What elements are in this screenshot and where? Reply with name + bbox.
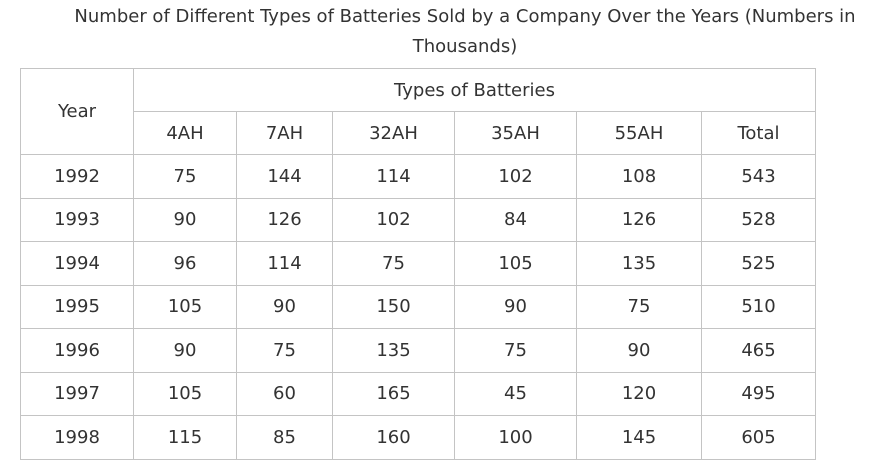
year-cell: 1993 — [20, 197, 134, 242]
chart-title-line-1: Number of Different Types of Batteries S… — [74, 6, 856, 27]
value-cell: 102 — [454, 154, 577, 199]
value-cell: 75 — [332, 241, 455, 286]
value-cell: 126 — [576, 197, 702, 242]
value-cell: 160 — [332, 415, 455, 460]
table-row: 1995 105 90 150 90 75 510 — [20, 284, 817, 329]
value-cell: 85 — [236, 415, 333, 460]
battery-sales-table: Year Types of Batteries 4AH 7AH 32AH 35A… — [20, 68, 817, 460]
year-column-header: Year — [20, 68, 134, 155]
chart-title-line-2: Thousands) — [412, 36, 518, 57]
year-cell: 1996 — [20, 328, 134, 373]
total-cell: 528 — [700, 197, 817, 242]
value-cell: 105 — [133, 284, 237, 329]
total-cell: 605 — [700, 415, 817, 460]
total-cell: 495 — [700, 371, 817, 416]
year-cell: 1994 — [20, 241, 134, 286]
column-header-total: Total — [700, 111, 817, 155]
table-row: 1996 90 75 135 75 90 465 — [20, 328, 817, 373]
value-cell: 75 — [133, 154, 237, 199]
year-cell: 1997 — [20, 371, 134, 416]
value-cell: 105 — [454, 241, 577, 286]
value-cell: 84 — [454, 197, 577, 242]
value-cell: 90 — [133, 197, 237, 242]
value-cell: 100 — [454, 415, 577, 460]
value-cell: 135 — [576, 241, 702, 286]
column-header-4ah: 4AH — [133, 111, 237, 155]
value-cell: 75 — [576, 284, 702, 329]
value-cell: 75 — [236, 328, 333, 373]
table-row: 1993 90 126 102 84 126 528 — [20, 197, 817, 242]
total-cell: 543 — [700, 154, 817, 199]
total-cell: 510 — [700, 284, 817, 329]
total-cell: 525 — [700, 241, 817, 286]
battery-types-group-header: Types of Batteries — [132, 68, 817, 112]
column-header-55ah: 55AH — [576, 111, 702, 155]
value-cell: 115 — [133, 415, 237, 460]
value-cell: 126 — [236, 197, 333, 242]
value-cell: 90 — [576, 328, 702, 373]
value-cell: 165 — [332, 371, 455, 416]
value-cell: 144 — [236, 154, 333, 199]
value-cell: 90 — [133, 328, 237, 373]
value-cell: 105 — [133, 371, 237, 416]
header-row-group: Year Types of Batteries — [20, 68, 817, 155]
value-cell: 96 — [133, 241, 237, 286]
table-row: 1992 75 144 114 102 108 543 — [20, 154, 817, 199]
year-cell: 1995 — [20, 284, 134, 329]
value-cell: 135 — [332, 328, 455, 373]
value-cell: 145 — [576, 415, 702, 460]
value-cell: 114 — [332, 154, 455, 199]
table-row: 1994 96 114 75 105 135 525 — [20, 241, 817, 286]
value-cell: 90 — [236, 284, 333, 329]
value-cell: 102 — [332, 197, 455, 242]
value-cell: 45 — [454, 371, 577, 416]
column-header-32ah: 32AH — [332, 111, 455, 155]
total-cell: 465 — [700, 328, 817, 373]
column-header-7ah: 7AH — [236, 111, 333, 155]
value-cell: 120 — [576, 371, 702, 416]
value-cell: 150 — [332, 284, 455, 329]
value-cell: 108 — [576, 154, 702, 199]
column-header-35ah: 35AH — [454, 111, 577, 155]
value-cell: 75 — [454, 328, 577, 373]
chart-title: Number of Different Types of Batteries S… — [40, 2, 890, 62]
year-cell: 1998 — [20, 415, 134, 460]
value-cell: 114 — [236, 241, 333, 286]
table-row: 1998 115 85 160 100 145 605 — [20, 415, 817, 460]
header-row-columns: 4AH 7AH 32AH 35AH 55AH Total — [21, 111, 817, 155]
value-cell: 90 — [454, 284, 577, 329]
year-cell: 1992 — [20, 154, 134, 199]
value-cell: 60 — [236, 371, 333, 416]
table-row: 1997 105 60 165 45 120 495 — [20, 371, 817, 416]
